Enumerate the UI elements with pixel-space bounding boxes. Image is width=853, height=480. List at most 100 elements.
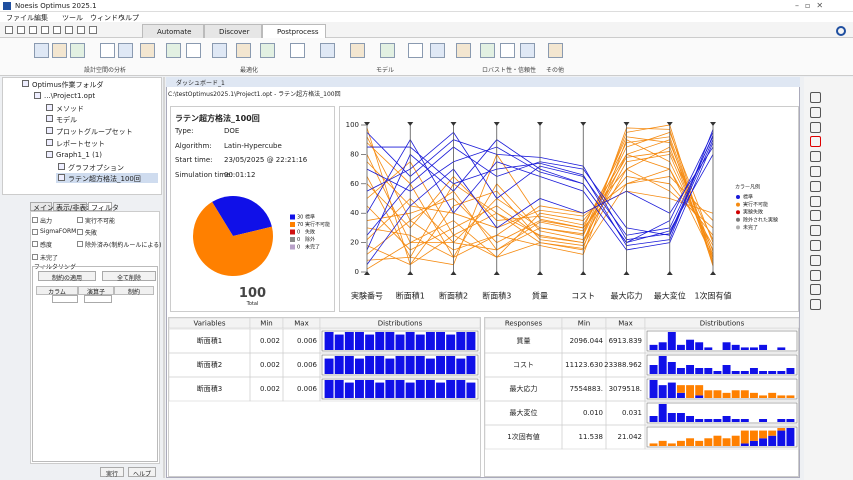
- toolbar-group-label: 最適化: [240, 67, 259, 74]
- toolbar-button[interactable]: [350, 43, 365, 58]
- toolbar-button[interactable]: [186, 43, 201, 58]
- column-header: 制約: [114, 286, 154, 296]
- toolbar-button[interactable]: [430, 43, 445, 58]
- toolbar-button[interactable]: [500, 43, 515, 58]
- toolbar-button[interactable]: [480, 43, 495, 58]
- toolbar-button[interactable]: [118, 43, 133, 58]
- button[interactable]: 制約の適用: [38, 271, 96, 282]
- menu-item[interactable]: ツール: [62, 14, 83, 22]
- sidebar-button[interactable]: [810, 240, 821, 251]
- sidebar-button[interactable]: [810, 195, 821, 207]
- checkbox[interactable]: [32, 254, 38, 260]
- toolbar-button[interactable]: [380, 43, 395, 58]
- dashboard-path: C:\testOptimus2025.1\Project1.opt - ラテン超…: [168, 91, 341, 98]
- tree-icon: [46, 115, 53, 123]
- toolbar-button[interactable]: [236, 43, 251, 58]
- checkbox[interactable]: [32, 241, 38, 247]
- checkbox-label[interactable]: 出力: [40, 218, 53, 225]
- panel-tab[interactable]: 表示/非表示: [53, 202, 93, 212]
- checkbox[interactable]: [77, 217, 83, 223]
- sidebar-button[interactable]: [810, 166, 821, 177]
- tree-item[interactable]: グラフオプション: [68, 163, 124, 172]
- menu-item[interactable]: ウィンドウ: [90, 14, 125, 22]
- tree-item[interactable]: ...\Project1.opt: [44, 91, 96, 100]
- toolbar-button[interactable]: [140, 43, 155, 58]
- checkbox-label[interactable]: 未完了: [40, 255, 59, 262]
- toolbar-group-label: ロバスト性・信頼性: [482, 67, 537, 74]
- panel-tab[interactable]: フィルタ: [88, 202, 119, 212]
- table-left: [168, 317, 481, 477]
- checkbox[interactable]: [77, 229, 83, 235]
- mode-tab[interactable]: Automate: [142, 24, 204, 38]
- mode-tab[interactable]: Postprocess: [262, 24, 326, 38]
- toolbar-button[interactable]: [260, 43, 275, 58]
- tree-item[interactable]: プロットグループセット: [56, 128, 133, 137]
- toolbar-button[interactable]: [52, 43, 67, 58]
- toolbar-button[interactable]: [166, 43, 181, 58]
- splitter: [163, 77, 165, 478]
- pie-total: 100: [238, 286, 267, 301]
- sidebar-button[interactable]: [810, 269, 821, 281]
- toolbar-button[interactable]: [100, 43, 115, 58]
- tree-item[interactable]: Graph1_1 (1): [56, 150, 103, 159]
- toolbar-button[interactable]: [70, 43, 85, 58]
- sidebar-button[interactable]: [810, 106, 821, 118]
- toolbar-button[interactable]: [320, 43, 335, 58]
- toolbar-button[interactable]: [212, 43, 227, 58]
- sidebar-button[interactable]: [810, 151, 821, 163]
- checkbox-label[interactable]: 除外済み(制約ルールによる): [85, 242, 162, 249]
- checkbox[interactable]: [77, 241, 83, 247]
- tree-icon: [34, 91, 41, 99]
- sidebar-button[interactable]: [810, 254, 821, 266]
- panel-tab[interactable]: メイン: [30, 202, 54, 212]
- menu-item[interactable]: ファイル: [6, 14, 34, 22]
- mode-tab[interactable]: Discover: [204, 24, 262, 38]
- tree-item[interactable]: レポートセット: [56, 140, 105, 148]
- menu-item[interactable]: ヘルプ: [118, 14, 139, 22]
- quick-icon: [77, 26, 85, 34]
- app-icon: [3, 2, 11, 10]
- tree-item[interactable]: メソッド: [56, 104, 84, 113]
- sidebar-button[interactable]: [810, 180, 821, 192]
- quick-icon: [41, 26, 49, 34]
- toolbar-button[interactable]: [520, 43, 535, 58]
- field-label: Algorithm:: [175, 141, 212, 150]
- toolbar-button[interactable]: [290, 43, 305, 58]
- sidebar-button[interactable]: [810, 225, 821, 237]
- toolbar-button[interactable]: [548, 43, 563, 58]
- checkbox-label[interactable]: 感度: [40, 242, 53, 249]
- dropdown[interactable]: [84, 295, 112, 303]
- tree-item[interactable]: Optimus作業フォルダ: [32, 81, 104, 89]
- tree-item[interactable]: モデル: [56, 116, 77, 125]
- toolbar-button[interactable]: [408, 43, 423, 58]
- dashboard-title: ダッシュボード_1: [176, 80, 225, 87]
- dropdown[interactable]: [52, 295, 78, 303]
- sidebar-button[interactable]: [810, 299, 821, 311]
- toolbar-button[interactable]: [34, 43, 49, 58]
- menu-item[interactable]: 編集: [34, 14, 48, 22]
- tree-icon: [22, 80, 29, 87]
- sidebar-button[interactable]: [810, 136, 821, 148]
- checkbox-label[interactable]: 失敗: [85, 230, 98, 237]
- sidebar-button[interactable]: [810, 92, 821, 103]
- button[interactable]: 実行: [100, 467, 124, 478]
- checkbox-label[interactable]: SigmaFORM: [40, 228, 77, 235]
- sidebar-button[interactable]: [810, 210, 821, 222]
- field-value: 00:01:12: [224, 170, 256, 179]
- checkbox[interactable]: [32, 229, 38, 235]
- quick-icon: [89, 26, 97, 34]
- quick-icon: [17, 26, 25, 34]
- filter-panel: [30, 211, 160, 464]
- tree-item[interactable]: ラテン超方格法_100回: [68, 175, 141, 184]
- field-value: Latin-Hypercube: [224, 141, 282, 150]
- checkbox[interactable]: [32, 217, 38, 223]
- sidebar-button[interactable]: [810, 121, 821, 133]
- sidebar-button[interactable]: [810, 284, 821, 296]
- button[interactable]: 全て削除: [102, 271, 156, 282]
- button[interactable]: ヘルプ: [128, 467, 156, 478]
- toolbar-button[interactable]: [456, 43, 471, 58]
- toolbar-group-label: その他: [546, 67, 565, 74]
- tree-icon: [46, 139, 53, 146]
- checkbox-label[interactable]: 実行不可能: [85, 218, 116, 225]
